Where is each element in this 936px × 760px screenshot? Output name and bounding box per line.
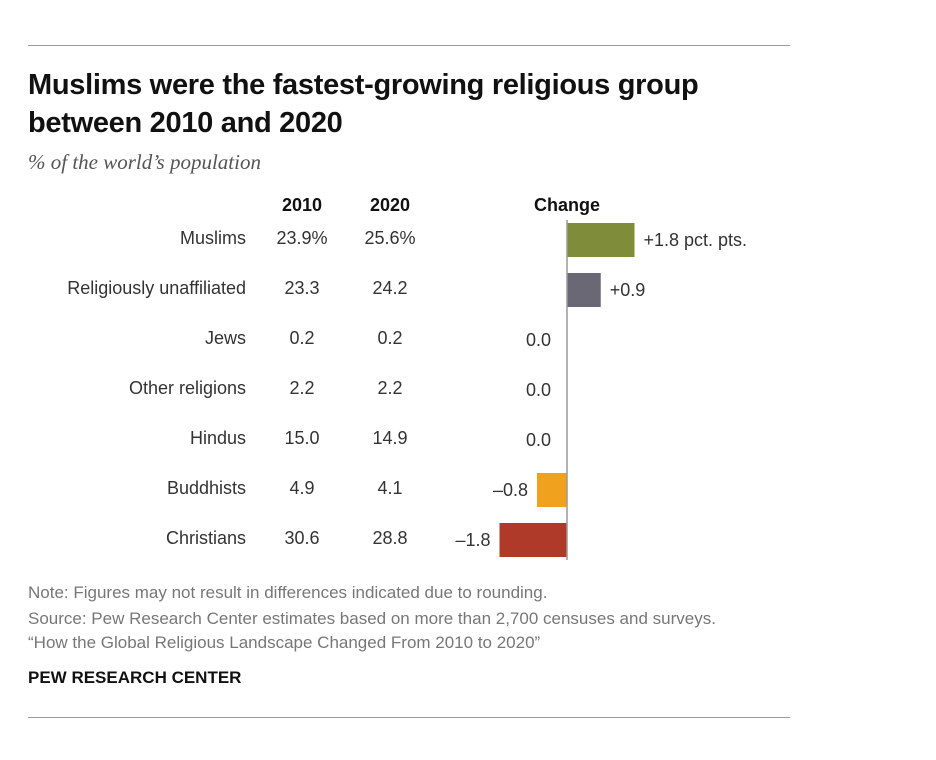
value-2020: 24.2: [372, 278, 408, 298]
change-label: 0.0: [526, 330, 551, 350]
change-label: 0.0: [526, 380, 551, 400]
change-bar: [567, 273, 601, 307]
change-label: 0.0: [526, 430, 551, 450]
value-2010: 23.3: [284, 278, 320, 298]
change-label: +0.9: [610, 280, 646, 300]
value-2020: 28.8: [372, 528, 408, 548]
change-bar: [499, 523, 567, 557]
value-2010: 23.9%: [276, 228, 328, 248]
bottom-rule: [28, 717, 790, 718]
change-label: +1.8 pct. pts.: [644, 230, 748, 250]
category-label: Other religions: [128, 378, 246, 398]
column-header-change: Change: [533, 195, 600, 215]
value-2010: 2.2: [289, 378, 315, 398]
source-text: Source: Pew Research Center estimates ba…: [28, 609, 716, 628]
value-2020: 14.9: [372, 428, 408, 448]
column-header-2010: 2010: [281, 195, 323, 215]
category-label: Religiously unaffiliated: [67, 278, 246, 298]
change-label: –0.8: [493, 480, 528, 500]
value-2020: 25.6%: [364, 228, 416, 248]
category-label: Christians: [165, 528, 246, 548]
value-2010: 4.9: [289, 478, 315, 498]
column-header-2020: 2020: [369, 195, 411, 215]
category-label: Buddhists: [166, 478, 246, 498]
value-2020: 2.2: [377, 378, 403, 398]
change-label: –1.8: [455, 530, 490, 550]
top-rule: [28, 45, 790, 46]
value-2020: 4.1: [377, 478, 403, 498]
note-text: Note: Figures may not result in differen…: [28, 583, 548, 602]
change-bar: [567, 223, 635, 257]
pew-logo-text: PEW RESEARCH CENTER: [28, 668, 242, 687]
category-label: Muslims: [180, 228, 246, 248]
category-label: Jews: [204, 328, 246, 348]
value-2010: 0.2: [289, 328, 315, 348]
change-bar: [537, 473, 567, 507]
value-2020: 0.2: [377, 328, 403, 348]
chart-subtitle: % of the world’s population: [28, 150, 261, 174]
report-title-text: “How the Global Religious Landscape Chan…: [28, 633, 541, 652]
category-label: Hindus: [189, 428, 246, 448]
value-2010: 30.6: [284, 528, 320, 548]
chart-title: Muslims were the fastest-growing religio…: [28, 69, 699, 139]
value-2010: 15.0: [284, 428, 320, 448]
